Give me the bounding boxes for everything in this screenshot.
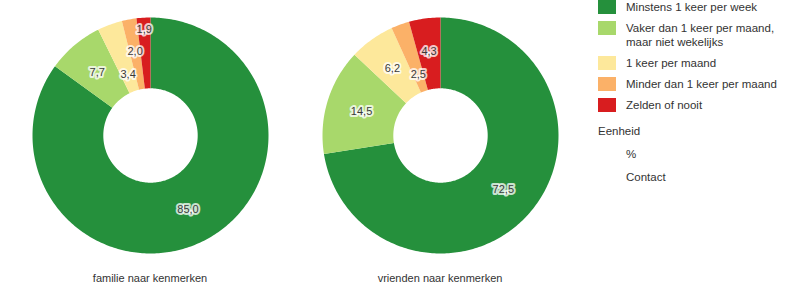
html-text:Contact: Contact — [626, 171, 666, 183]
svg-text:3,4: 3,4 — [120, 68, 135, 80]
svg-text:4,3: 4,3 — [421, 45, 436, 57]
html-text:Eenheid: Eenheid — [598, 125, 641, 137]
html-text:Zelden of nooit: Zelden of nooit — [626, 99, 703, 111]
svg-text:2,5: 2,5 — [411, 68, 426, 80]
svg-text:6,2: 6,2 — [385, 62, 400, 74]
html-text:1 keer per maand: 1 keer per maand — [626, 57, 717, 69]
html-text:Minder dan 1 keer per maand: Minder dan 1 keer per maand — [626, 78, 777, 90]
svg-text:2,0: 2,0 — [127, 45, 142, 57]
svg-text:7,7: 7,7 — [90, 66, 105, 78]
html-text:familie naar kenmerken: familie naar kenmerken — [92, 272, 208, 284]
html-text:vrienden naar kenmerken: vrienden naar kenmerken — [377, 272, 503, 284]
svg-text:72,5: 72,5 — [493, 183, 514, 195]
html-text:Vaker dan 1 keer per maand, ma: Vaker dan 1 keer per maand, maar niet we… — [626, 22, 775, 48]
svg-text:85,0: 85,0 — [177, 203, 198, 215]
html-text:Minstens 1 keer per week: Minstens 1 keer per week — [626, 1, 757, 13]
svg-text:14,5: 14,5 — [351, 105, 372, 117]
svg-text:1,9: 1,9 — [137, 23, 152, 35]
